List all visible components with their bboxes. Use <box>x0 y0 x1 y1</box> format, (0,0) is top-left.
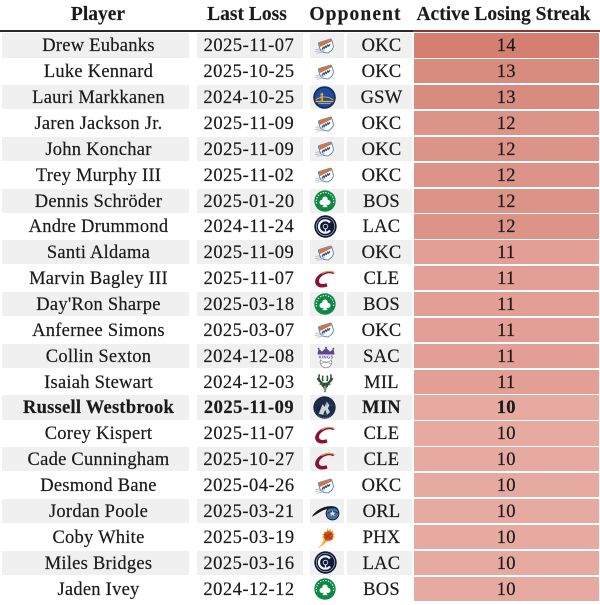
svg-text:KINGS: KINGS <box>318 355 333 360</box>
